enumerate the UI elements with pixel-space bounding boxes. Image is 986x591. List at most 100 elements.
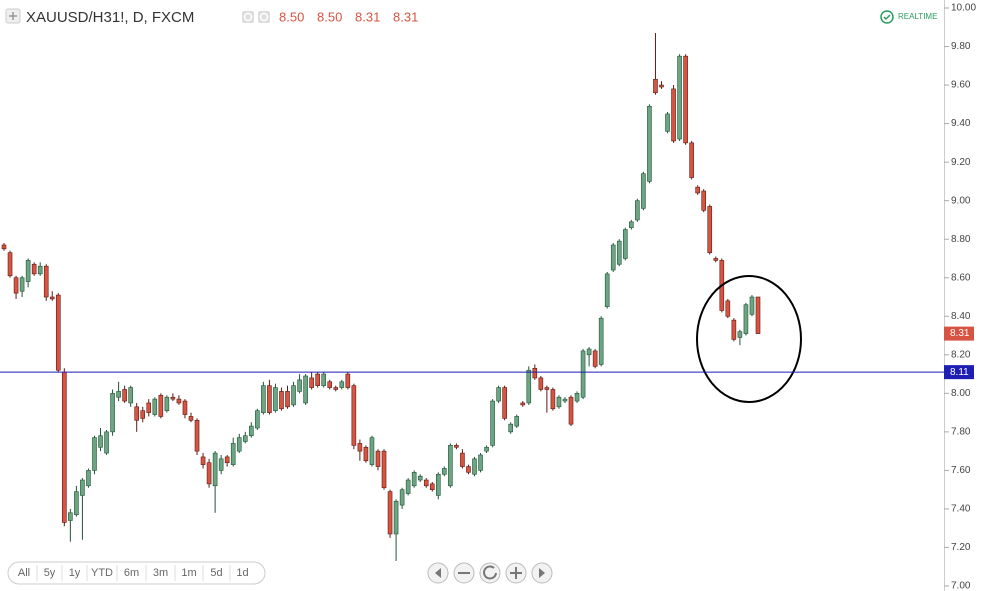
nav-buttons[interactable] bbox=[427, 562, 553, 584]
y-tick-label: 7.20 bbox=[951, 542, 971, 553]
candle-body bbox=[749, 296, 755, 315]
candle-body bbox=[224, 456, 230, 463]
candle-body bbox=[429, 483, 435, 490]
y-tick-label: 8.20 bbox=[951, 349, 971, 360]
candle-body bbox=[86, 470, 91, 487]
candle-body bbox=[592, 350, 598, 367]
candle-body bbox=[526, 369, 532, 404]
candle-body bbox=[194, 420, 200, 452]
candle-body bbox=[37, 265, 43, 275]
candle-body bbox=[80, 479, 85, 496]
candle-body bbox=[327, 381, 333, 388]
candle-body bbox=[707, 206, 713, 253]
candle-body bbox=[743, 304, 749, 334]
candle-body bbox=[261, 385, 266, 413]
candle-body bbox=[387, 491, 393, 535]
candle-body bbox=[544, 387, 550, 390]
range-button[interactable]: 6m bbox=[124, 567, 139, 579]
candle-body bbox=[363, 446, 369, 462]
candle-body bbox=[43, 265, 49, 298]
candle-body bbox=[598, 317, 604, 365]
candle-body bbox=[68, 512, 73, 521]
y-tick-label: 9.60 bbox=[951, 80, 971, 91]
candle-body bbox=[152, 398, 158, 415]
candle-body bbox=[273, 387, 278, 411]
y-tick-label: 7.80 bbox=[951, 427, 971, 438]
candle-body bbox=[49, 296, 55, 300]
y-tick-label: 8.40 bbox=[951, 311, 971, 322]
candle-body bbox=[333, 387, 339, 390]
chart-title: XAUUSD/H31!, D, FXCM bbox=[26, 9, 194, 26]
candle-body bbox=[436, 473, 441, 496]
range-button[interactable]: 1m bbox=[181, 567, 196, 579]
candle-body bbox=[653, 78, 658, 94]
candle-body bbox=[110, 393, 115, 433]
candle-body bbox=[92, 437, 97, 471]
ohlc-value: 8.31 bbox=[355, 9, 380, 24]
y-tick-label: 9.00 bbox=[951, 195, 971, 206]
candle-body bbox=[297, 379, 302, 392]
header-icons[interactable] bbox=[242, 11, 270, 23]
range-button[interactable]: 5d bbox=[210, 567, 222, 579]
candle-body bbox=[622, 229, 628, 259]
candle-body bbox=[725, 300, 731, 317]
range-button[interactable]: 1d bbox=[236, 567, 248, 579]
range-button[interactable]: 1y bbox=[69, 567, 81, 579]
candle-body bbox=[315, 373, 320, 386]
candle-body bbox=[74, 491, 79, 516]
candle-body bbox=[55, 294, 61, 371]
y-tick-label: 9.40 bbox=[951, 118, 971, 129]
y-tick-label: 8.80 bbox=[951, 234, 971, 245]
hline-label: 8.11 bbox=[950, 367, 969, 378]
candle-body bbox=[574, 393, 580, 402]
candle-body bbox=[128, 387, 133, 404]
candle-body bbox=[303, 375, 308, 404]
candle-body bbox=[104, 431, 109, 454]
candle-body bbox=[146, 402, 152, 413]
candle-body bbox=[242, 435, 248, 442]
candle-body bbox=[375, 450, 381, 467]
candle-body bbox=[393, 500, 399, 535]
candle-body bbox=[405, 479, 411, 494]
range-button[interactable]: YTD bbox=[91, 567, 113, 579]
y-tick-label: 8.00 bbox=[951, 388, 971, 399]
y-tick-label: 9.20 bbox=[951, 157, 971, 168]
realtime-label: REALTIME bbox=[898, 12, 937, 21]
candle-body bbox=[454, 445, 459, 448]
candle-body bbox=[677, 55, 682, 140]
candle-body bbox=[737, 331, 743, 338]
candle-body bbox=[514, 416, 520, 427]
range-button[interactable]: 3m bbox=[153, 567, 168, 579]
candle-body bbox=[556, 396, 562, 408]
range-button[interactable]: 5y bbox=[44, 567, 56, 579]
ohlc-value: 8.50 bbox=[317, 9, 342, 24]
hline-label-bg bbox=[944, 365, 974, 380]
candle-body bbox=[532, 367, 538, 379]
candle-body bbox=[610, 244, 616, 271]
candle-body bbox=[411, 472, 417, 487]
candle-body bbox=[442, 468, 447, 475]
last-price-label: 8.31 bbox=[950, 328, 970, 339]
add-symbol-icon[interactable] bbox=[5, 8, 21, 24]
range-toolbar bbox=[7, 561, 266, 585]
annotation-circle bbox=[696, 275, 802, 403]
candle-body bbox=[695, 186, 700, 194]
candle-body bbox=[170, 396, 176, 400]
candle-body bbox=[351, 385, 357, 446]
candle-body bbox=[478, 454, 483, 471]
candle-body bbox=[659, 84, 664, 88]
candle-body bbox=[472, 458, 477, 475]
range-button[interactable]: All bbox=[18, 567, 30, 579]
candle-body bbox=[218, 458, 224, 471]
candle-body bbox=[538, 377, 544, 390]
last-price-bg bbox=[944, 326, 974, 341]
y-tick-label: 7.40 bbox=[951, 504, 971, 515]
candle-body bbox=[616, 240, 622, 265]
candle-body bbox=[502, 387, 507, 419]
candle-body bbox=[689, 142, 694, 178]
candle-body bbox=[635, 200, 640, 221]
candle-body bbox=[1, 244, 7, 250]
candle-body bbox=[484, 446, 489, 452]
